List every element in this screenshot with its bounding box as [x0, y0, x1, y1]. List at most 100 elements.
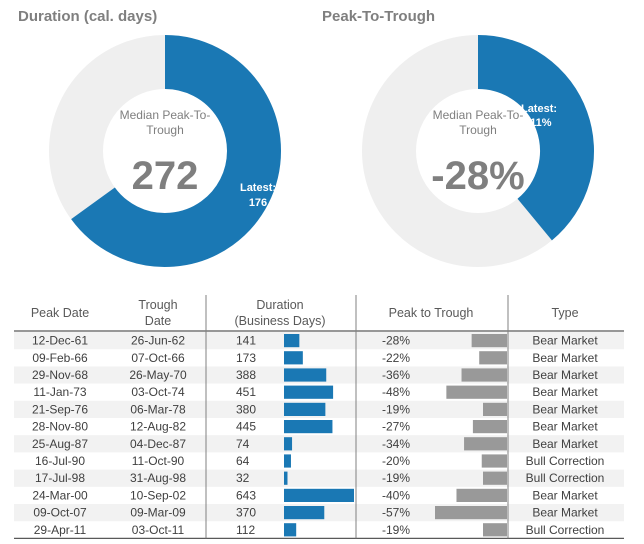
- cell-ptt-value: -19%: [382, 471, 410, 485]
- table-row: 09-Feb-66 07-Oct-66 173 -22% Bear Market: [32, 351, 598, 365]
- ptt-bar: [446, 386, 507, 399]
- cell-type: Bear Market: [532, 385, 598, 399]
- ptt-bar: [482, 454, 507, 467]
- duration-bar: [284, 506, 324, 519]
- cell-ptt-value: -27%: [382, 420, 410, 434]
- table-row: 11-Jan-73 03-Oct-74 451 -48% Bear Market: [33, 385, 598, 399]
- header-peak-date: Peak Date: [31, 306, 89, 320]
- cell-trough-date: 12-Aug-82: [130, 420, 186, 434]
- cell-peak-date: 29-Apr-11: [34, 523, 87, 537]
- duration-latest-label: Latest:: [240, 182, 276, 194]
- header-trough-line1: Trough: [138, 298, 177, 312]
- cell-type: Bear Market: [532, 437, 598, 451]
- ptt-latest-value: -11%: [526, 117, 551, 129]
- table-row: 24-Mar-00 10-Sep-02 643 -40% Bear Market: [32, 488, 598, 502]
- cell-duration-value: 141: [236, 334, 256, 348]
- cell-trough-date: 07-Oct-66: [131, 351, 185, 365]
- cell-type: Bear Market: [532, 420, 598, 434]
- peak-to-trough-chart-title: Peak-To-Trough: [322, 8, 435, 25]
- cell-trough-date: 04-Dec-87: [130, 437, 186, 451]
- cell-duration-value: 64: [236, 454, 250, 468]
- duration-median-label-line2: Trough: [146, 123, 184, 137]
- cell-trough-date: 10-Sep-02: [130, 488, 186, 502]
- cell-peak-date: 11-Jan-73: [33, 385, 86, 399]
- duration-bar: [284, 403, 325, 416]
- duration-bar: [284, 454, 291, 467]
- cell-ptt-value: -48%: [382, 385, 410, 399]
- cell-duration-value: 643: [236, 488, 256, 502]
- cell-trough-date: 03-Oct-74: [131, 385, 185, 399]
- bear-market-table: Peak Date Trough Date Duration (Business…: [14, 290, 624, 540]
- ptt-median-label-line2: Trough: [459, 123, 497, 137]
- ptt-bar: [479, 351, 507, 364]
- ptt-bar: [472, 334, 507, 347]
- duration-bar: [284, 489, 354, 502]
- cell-ptt-value: -19%: [382, 523, 410, 537]
- duration-latest-value: 176: [249, 197, 267, 209]
- duration-bar: [284, 368, 326, 381]
- cell-duration-value: 173: [236, 351, 256, 365]
- cell-duration-value: 380: [236, 402, 256, 416]
- ptt-bar: [435, 506, 507, 519]
- duration-bar: [284, 351, 303, 364]
- ptt-median-label-line1: Median Peak-To-: [433, 108, 524, 122]
- cell-peak-date: 24-Mar-00: [32, 488, 88, 502]
- header-trough-line2: Date: [145, 314, 171, 328]
- cell-duration-value: 451: [236, 385, 256, 399]
- cell-peak-date: 09-Feb-66: [32, 351, 88, 365]
- table-row: 29-Apr-11 03-Oct-11 112 -19% Bull Correction: [34, 523, 605, 537]
- cell-type: Bear Market: [532, 368, 598, 382]
- cell-peak-date: 12-Dec-61: [32, 334, 88, 348]
- cell-peak-date: 16-Jul-90: [35, 454, 85, 468]
- cell-peak-date: 25-Aug-87: [32, 437, 88, 451]
- cell-ptt-value: -36%: [382, 368, 410, 382]
- cell-trough-date: 09-Mar-09: [130, 506, 186, 520]
- ptt-bar: [473, 420, 507, 433]
- cell-type: Bull Correction: [526, 454, 605, 468]
- header-duration-line1: Duration: [256, 298, 303, 312]
- duration-bar: [284, 472, 287, 485]
- cell-peak-date: 28-Nov-80: [32, 420, 88, 434]
- cell-ptt-value: -34%: [382, 437, 410, 451]
- duration-median-label-line1: Median Peak-To-: [120, 108, 211, 122]
- cell-ptt-value: -57%: [382, 506, 410, 520]
- cell-duration-value: 445: [236, 420, 256, 434]
- cell-duration-value: 32: [236, 471, 250, 485]
- cell-ptt-value: -20%: [382, 454, 410, 468]
- duration-median-value: 272: [132, 154, 199, 198]
- ptt-bar: [464, 437, 507, 450]
- cell-peak-date: 21-Sep-76: [32, 402, 88, 416]
- cell-trough-date: 03-Oct-11: [132, 523, 185, 537]
- cell-trough-date: 31-Aug-98: [130, 471, 186, 485]
- table-row: 28-Nov-80 12-Aug-82 445 -27% Bear Market: [32, 420, 598, 434]
- cell-duration-value: 370: [236, 506, 256, 520]
- header-duration-line2: (Business Days): [235, 314, 326, 328]
- cell-ptt-value: -40%: [382, 488, 410, 502]
- ptt-bar: [462, 368, 507, 381]
- header-type: Type: [551, 306, 578, 320]
- ptt-bar: [456, 489, 507, 502]
- cell-type: Bear Market: [532, 334, 598, 348]
- cell-peak-date: 17-Jul-98: [35, 471, 85, 485]
- cell-trough-date: 26-May-70: [129, 368, 187, 382]
- peak-to-trough-donut-chart: Median Peak-To- Trough -28% Latest: -11%: [353, 26, 603, 276]
- cell-trough-date: 06-Mar-78: [130, 402, 186, 416]
- ptt-bar: [483, 523, 507, 536]
- ptt-bar: [483, 403, 507, 416]
- ptt-bar: [483, 472, 507, 485]
- duration-bar: [284, 420, 332, 433]
- cell-trough-date: 11-Oct-90: [132, 454, 185, 468]
- cell-type: Bear Market: [532, 506, 598, 520]
- duration-chart-title: Duration (cal. days): [18, 8, 157, 25]
- cell-duration-value: 112: [236, 523, 255, 537]
- cell-duration-value: 74: [236, 437, 250, 451]
- cell-ptt-value: -22%: [382, 351, 410, 365]
- duration-bar: [284, 334, 299, 347]
- cell-peak-date: 09-Oct-07: [33, 506, 87, 520]
- ptt-median-value: -28%: [431, 154, 524, 198]
- table-header: Peak Date Trough Date Duration (Business…: [31, 298, 579, 328]
- cell-ptt-value: -28%: [382, 334, 410, 348]
- cell-type: Bear Market: [532, 402, 598, 416]
- duration-donut-chart: Median Peak-To- Trough 272 Latest: 176: [40, 26, 290, 276]
- ptt-latest-label: Latest:: [521, 103, 557, 115]
